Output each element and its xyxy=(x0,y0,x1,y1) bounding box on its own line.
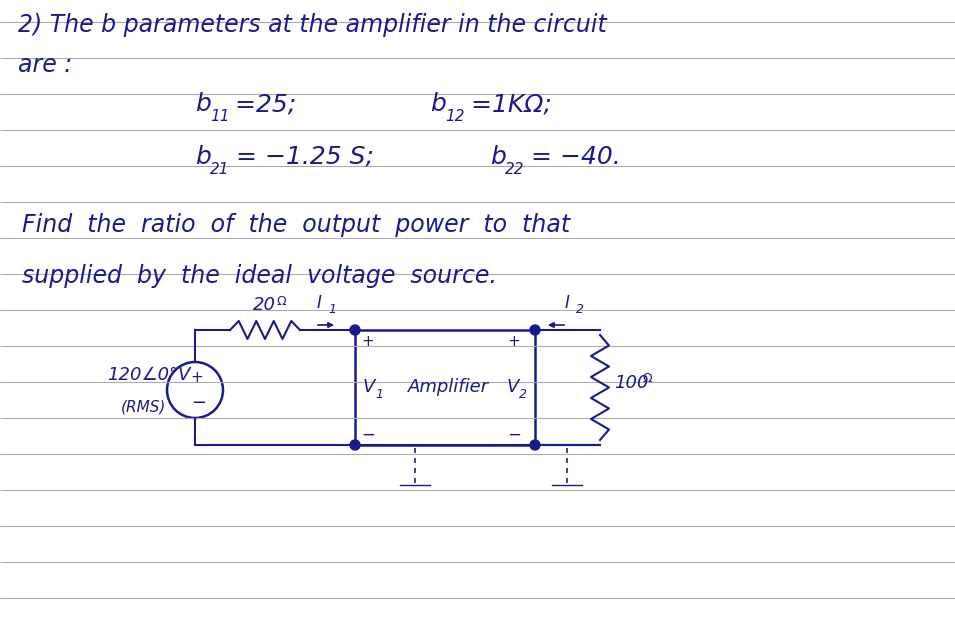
Text: Ω: Ω xyxy=(276,295,286,308)
Text: 2) The b parameters at the amplifier in the circuit: 2) The b parameters at the amplifier in … xyxy=(18,13,606,37)
Text: V: V xyxy=(507,378,520,396)
Text: supplied  by  the  ideal  voltage  source.: supplied by the ideal voltage source. xyxy=(22,264,497,288)
Text: V: V xyxy=(363,378,375,396)
Text: Find  the  ratio  of  the  output  power  to  that: Find the ratio of the output power to th… xyxy=(22,213,570,237)
Text: 120∠0°V: 120∠0°V xyxy=(107,366,190,384)
Text: +: + xyxy=(361,334,373,349)
Text: −: − xyxy=(361,426,375,444)
Text: 2: 2 xyxy=(576,303,584,316)
Text: b: b xyxy=(195,145,211,169)
Text: = −40.: = −40. xyxy=(523,145,621,169)
Text: Amplifier: Amplifier xyxy=(408,378,489,396)
Text: I: I xyxy=(317,294,322,312)
Bar xyxy=(355,330,535,445)
Circle shape xyxy=(530,325,540,335)
Text: −: − xyxy=(507,426,520,444)
Text: +: + xyxy=(507,334,520,349)
Text: = −1.25 S;: = −1.25 S; xyxy=(228,145,373,169)
Text: 2: 2 xyxy=(519,388,527,401)
Text: 100: 100 xyxy=(614,373,648,391)
Text: b: b xyxy=(195,92,211,116)
Circle shape xyxy=(350,440,360,450)
Text: =25;: =25; xyxy=(227,92,296,116)
Text: 1: 1 xyxy=(328,303,336,316)
Text: =1KΩ;: =1KΩ; xyxy=(463,92,552,116)
Text: b: b xyxy=(430,92,446,116)
Circle shape xyxy=(350,325,360,335)
Text: 1: 1 xyxy=(375,388,383,401)
Text: (RMS): (RMS) xyxy=(121,400,166,415)
Text: 21: 21 xyxy=(210,162,229,177)
Text: Ω: Ω xyxy=(642,373,651,386)
Text: 12: 12 xyxy=(445,109,464,124)
Text: 11: 11 xyxy=(210,109,229,124)
Text: 22: 22 xyxy=(505,162,524,177)
Text: 20: 20 xyxy=(253,296,276,314)
Text: +: + xyxy=(190,370,202,385)
Text: b: b xyxy=(490,145,506,169)
Text: are :: are : xyxy=(18,53,73,77)
Text: I: I xyxy=(565,294,570,312)
Text: −: − xyxy=(191,394,206,412)
Circle shape xyxy=(530,440,540,450)
